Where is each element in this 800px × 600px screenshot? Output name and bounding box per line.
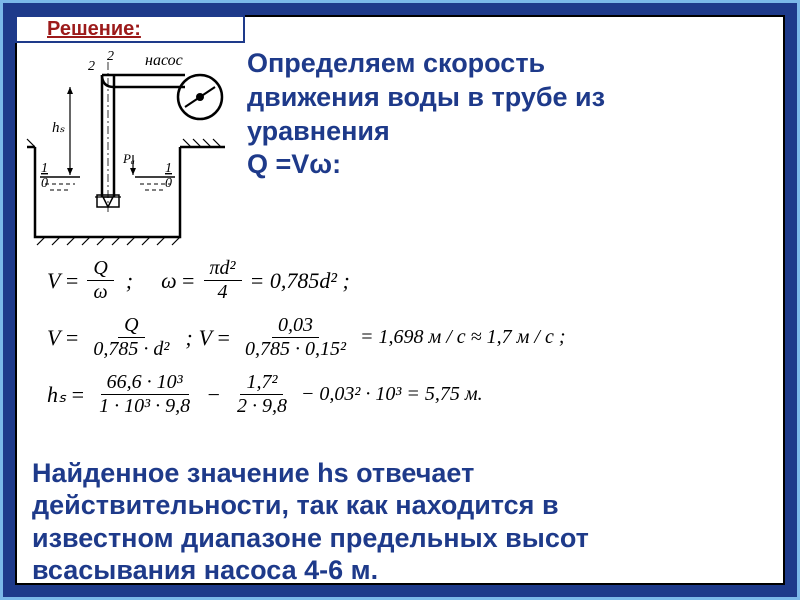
main-line3: уравнения <box>247 115 773 149</box>
f1-den1: ω <box>87 281 113 304</box>
f3-lhs: hₛ <box>47 382 66 408</box>
main-paragraph: Определяем скорость движения воды в труб… <box>247 47 773 182</box>
f2-sep: ; <box>185 325 192 351</box>
bottom-line4: всасывания насоса 4-6 м. <box>32 554 768 586</box>
f3-minus: − <box>206 382 221 408</box>
formula-row3: hₛ = 66,6 · 10³ 1 · 10³ · 9,8 − 1,7² 2 ·… <box>47 371 753 418</box>
f3-den1: 1 · 10³ · 9,8 <box>93 395 196 418</box>
formula-row1: V = Q ω ; ω = πd² 4 = 0,785d² ; <box>47 257 753 304</box>
f1-sep: ; <box>126 268 133 294</box>
pump-diagram: 2 2 насос hₛ Pₐ 1 0 1 0 <box>25 47 235 247</box>
f1-rhs: = 0,785d² ; <box>250 268 350 294</box>
svg-text:0: 0 <box>165 176 172 191</box>
f3-num1: 66,6 · 10³ <box>101 371 189 395</box>
f2-num1: Q <box>118 314 144 338</box>
main-line4: Q =Vω: <box>247 148 773 182</box>
svg-text:насос: насос <box>145 52 183 69</box>
formula-block: V = Q ω ; ω = πd² 4 = 0,785d² ; V = <box>47 257 753 428</box>
f2-den2: 0,785 · 0,15² <box>239 338 352 361</box>
header-label: Решение: <box>47 18 141 41</box>
f1-num2: πd² <box>204 257 242 281</box>
svg-text:1: 1 <box>41 161 48 176</box>
svg-text:1: 1 <box>165 161 172 176</box>
svg-text:2: 2 <box>107 49 114 64</box>
bottom-line2: действительности, так как находится в <box>32 489 768 521</box>
main-line2: движения воды в трубе из <box>247 81 773 115</box>
f1-lhs2: ω <box>161 268 177 294</box>
svg-text:Pₐ: Pₐ <box>122 151 135 166</box>
f1-den2: 4 <box>212 281 234 304</box>
f2-num2: 0,03 <box>272 314 319 338</box>
f2-lhs2: V <box>199 325 212 351</box>
bottom-line3: известном диапазоне предельных высот <box>32 522 768 554</box>
bottom-paragraph: Найденное значение hs отвечает действите… <box>32 457 768 587</box>
f3-num2: 1,7² <box>240 371 283 395</box>
svg-text:0: 0 <box>41 176 48 191</box>
slide-frame: Решение: <box>0 0 800 600</box>
bottom-line1: Найденное значение hs отвечает <box>32 457 768 489</box>
f2-rhs: = 1,698 м / с ≈ 1,7 м / с ; <box>360 326 566 349</box>
formula-row2: V = Q 0,785 · d² ; V = 0,03 0,785 · 0,15… <box>47 314 753 361</box>
f2-den1: 0,785 · d² <box>87 338 175 361</box>
f3-rhs: − 0,03² · 10³ = 5,75 м. <box>301 383 483 406</box>
f1-lhs1: V <box>47 268 60 294</box>
f2-lhs1: V <box>47 325 60 351</box>
f1-num1: Q <box>87 257 113 281</box>
svg-text:hₛ: hₛ <box>52 120 66 136</box>
content-area: Решение: <box>15 15 785 585</box>
svg-text:2: 2 <box>88 59 95 74</box>
f3-den2: 2 · 9,8 <box>231 395 293 418</box>
header-box: Решение: <box>15 15 245 43</box>
main-line1: Определяем скорость <box>247 47 773 81</box>
